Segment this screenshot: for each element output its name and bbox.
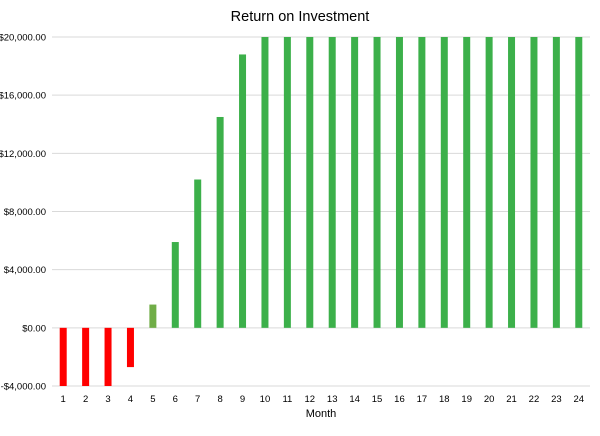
x-tick-label: 10 (260, 394, 271, 405)
x-tick-label: 17 (417, 394, 428, 405)
bar-month-5 (149, 304, 157, 328)
bar-month-2 (82, 327, 90, 386)
x-tick-label: 9 (240, 394, 245, 405)
bar-month-6 (171, 242, 179, 328)
x-axis-tick-labels: 1 2 3 4 5 6 7 8 9 10 11 12 13 14 15 16 17 18 19 20 21 22 23 24 (61, 394, 585, 405)
bar-month-24 (575, 37, 583, 328)
x-tick-label: 23 (551, 394, 562, 405)
bar-month-22 (530, 37, 538, 328)
bar-month-3 (104, 327, 112, 386)
bar-month-15 (373, 37, 381, 328)
x-tick-label: 6 (173, 394, 178, 405)
x-tick-label: 3 (105, 394, 110, 405)
bar-month-1 (59, 327, 67, 386)
x-tick-label: 2 (83, 394, 88, 405)
bar-month-7 (194, 179, 202, 328)
y-tick-label: $12,000.00 (0, 149, 46, 160)
x-tick-label: 13 (327, 394, 338, 405)
x-axis-label: Month (306, 408, 337, 420)
bar-month-4 (126, 327, 134, 368)
bar-month-14 (351, 37, 359, 328)
x-tick-label: 7 (195, 394, 200, 405)
bar-month-9 (239, 54, 247, 328)
bar-month-11 (283, 37, 291, 328)
bar-month-12 (306, 37, 314, 328)
x-tick-label: 11 (282, 394, 292, 405)
x-tick-label: 15 (372, 394, 383, 405)
x-tick-label: 1 (61, 394, 66, 405)
x-tick-label: 5 (150, 394, 155, 405)
bar-month-23 (552, 37, 560, 328)
chart-title: Return on Investment (231, 9, 370, 25)
y-tick-label: $20,000.00 (0, 33, 46, 44)
bar-month-13 (328, 37, 336, 328)
bar-month-21 (508, 37, 516, 328)
bars (59, 37, 583, 386)
y-tick-label: $16,000.00 (0, 91, 46, 102)
bar-month-20 (485, 37, 493, 328)
x-tick-label: 18 (439, 394, 450, 405)
x-tick-label: 19 (461, 394, 472, 405)
x-tick-label: 14 (349, 394, 360, 405)
gridlines (52, 36, 590, 387)
bar-month-8 (216, 116, 224, 328)
x-tick-label: 22 (529, 394, 540, 405)
bar-month-17 (418, 37, 426, 328)
y-tick-label: $8,000.00 (4, 207, 46, 218)
x-tick-label: 24 (574, 394, 585, 405)
x-tick-label: 12 (305, 394, 316, 405)
bar-month-18 (440, 37, 448, 328)
y-tick-label: $0.00 (22, 323, 46, 334)
bar-month-10 (261, 37, 269, 328)
bar-month-19 (463, 37, 471, 328)
y-tick-label: -$4,000.00 (1, 382, 46, 393)
bar-month-16 (395, 37, 403, 328)
x-tick-label: 21 (506, 394, 517, 405)
y-tick-label: $4,000.00 (4, 265, 46, 276)
x-tick-label: 4 (128, 394, 133, 405)
x-tick-label: 8 (217, 394, 222, 405)
x-tick-label: 16 (394, 394, 405, 405)
y-axis-tick-labels: -$4,000.00 $0.00 $4,000.00 $8,000.00 $12,000… (0, 33, 46, 393)
x-tick-label: 20 (484, 394, 495, 405)
